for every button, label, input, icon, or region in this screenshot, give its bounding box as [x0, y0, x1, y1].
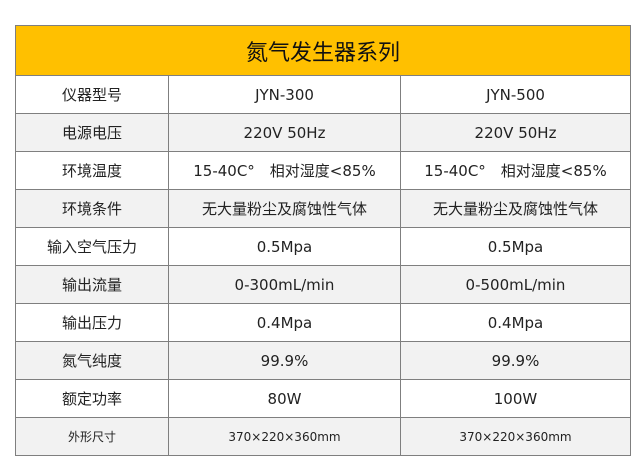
table-row: 电源电压 220V 50Hz 220V 50Hz	[15, 113, 631, 152]
cell: 80W	[168, 379, 401, 418]
table-row: 额定功率 80W 100W	[15, 379, 631, 418]
cell: JYN-500	[400, 75, 631, 114]
cell: 370×220×360mm	[400, 417, 631, 456]
table-row: 氮气纯度 99.9% 99.9%	[15, 341, 631, 380]
table-body: 氮气发生器系列 仪器型号 JYN-300 JYN-500 电源电压 220V 50Hz 2…	[15, 25, 631, 456]
row-label: 环境条件	[15, 189, 169, 228]
cell: 0.5Mpa	[400, 227, 631, 266]
cell: 370×220×360mm	[168, 417, 401, 456]
cell: 15-40C° 相对湿度<85%	[168, 151, 401, 190]
row-label: 外形尺寸	[15, 417, 169, 456]
row-label: 仪器型号	[15, 75, 169, 114]
cell: 0.4Mpa	[400, 303, 631, 342]
title-row: 氮气发生器系列	[15, 25, 631, 76]
spec-table: 氮气发生器系列 仪器型号 JYN-300 JYN-500 电源电压 220V 50Hz 2…	[15, 25, 631, 456]
cell: 220V 50Hz	[168, 113, 401, 152]
row-label: 额定功率	[15, 379, 169, 418]
cell: 0.4Mpa	[168, 303, 401, 342]
cell: 99.9%	[168, 341, 401, 380]
row-label: 输出压力	[15, 303, 169, 342]
row-label: 电源电压	[15, 113, 169, 152]
cell: 100W	[400, 379, 631, 418]
row-label: 环境温度	[15, 151, 169, 190]
table-row: 环境温度 15-40C° 相对湿度<85% 15-40C° 相对湿度<85%	[15, 151, 631, 190]
table-row: 输出压力 0.4Mpa 0.4Mpa	[15, 303, 631, 342]
cell: 无大量粉尘及腐蚀性气体	[400, 189, 631, 228]
cell: 0-500mL/min	[400, 265, 631, 304]
table-row: 环境条件 无大量粉尘及腐蚀性气体 无大量粉尘及腐蚀性气体	[15, 189, 631, 228]
cell: 0.5Mpa	[168, 227, 401, 266]
row-label: 输入空气压力	[15, 227, 169, 266]
row-label: 输出流量	[15, 265, 169, 304]
cell: 99.9%	[400, 341, 631, 380]
table-row: 输入空气压力 0.5Mpa 0.5Mpa	[15, 227, 631, 266]
row-label: 氮气纯度	[15, 341, 169, 380]
table-row: 输出流量 0-300mL/min 0-500mL/min	[15, 265, 631, 304]
cell: 0-300mL/min	[168, 265, 401, 304]
table-row: 外形尺寸 370×220×360mm 370×220×360mm	[15, 417, 631, 456]
cell: 220V 50Hz	[400, 113, 631, 152]
cell: 15-40C° 相对湿度<85%	[400, 151, 631, 190]
cell: JYN-300	[168, 75, 401, 114]
cell: 无大量粉尘及腐蚀性气体	[168, 189, 401, 228]
table-row: 仪器型号 JYN-300 JYN-500	[15, 75, 631, 114]
table-title: 氮气发生器系列	[15, 25, 631, 76]
